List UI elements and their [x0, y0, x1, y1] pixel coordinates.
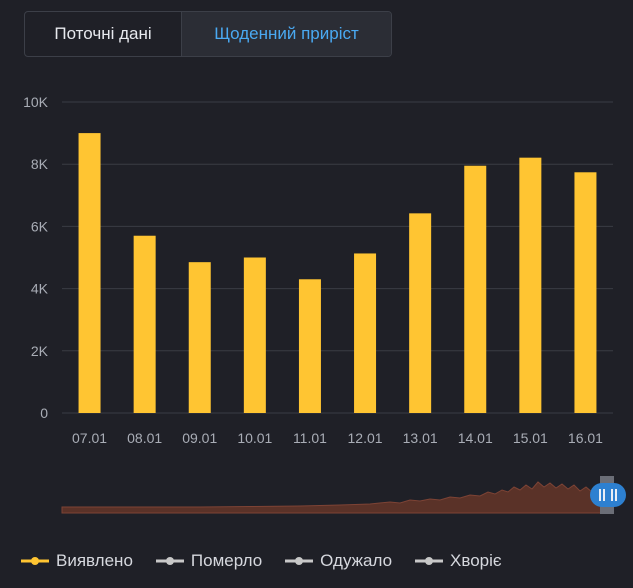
legend-item-died[interactable]: Померло: [155, 551, 262, 571]
y-tick-label: 2K: [31, 343, 49, 359]
chart-legend: Виявлено Померло Одужало Хворіє: [20, 549, 502, 573]
legend-label: Померло: [190, 551, 263, 570]
legend-label: Хворіє: [450, 551, 502, 570]
legend-item-sick[interactable]: Хворіє: [414, 551, 502, 571]
navigator-area: [61, 478, 607, 514]
grip-icon: [599, 489, 617, 501]
y-tick-label: 4K: [31, 281, 49, 297]
y-tick-label: 6K: [31, 218, 49, 234]
x-tick-label: 10.01: [237, 430, 272, 446]
legend-item-detected[interactable]: Виявлено: [20, 551, 133, 571]
y-tick-label: 8K: [31, 156, 49, 172]
bar[interactable]: [574, 172, 597, 413]
x-tick-label: 12.01: [348, 430, 383, 446]
range-navigator[interactable]: [0, 470, 633, 530]
view-tabs: Поточні дані Щоденний приріст: [24, 11, 392, 57]
line-marker-icon: [285, 557, 314, 565]
x-tick-label: 13.01: [403, 430, 438, 446]
bar[interactable]: [133, 235, 156, 413]
x-tick-label: 16.01: [568, 430, 603, 446]
bar[interactable]: [188, 262, 211, 413]
legend-item-recovered[interactable]: Одужало: [284, 551, 392, 571]
x-tick-label: 09.01: [182, 430, 217, 446]
bar[interactable]: [78, 133, 101, 413]
x-tick-label: 15.01: [513, 430, 548, 446]
line-marker-icon: [415, 557, 444, 565]
bar[interactable]: [409, 213, 432, 413]
x-tick-label: 11.01: [293, 430, 327, 446]
tab-daily-growth[interactable]: Щоденний приріст: [181, 12, 391, 56]
bar[interactable]: [354, 253, 377, 413]
x-tick-label: 08.01: [127, 430, 162, 446]
line-marker-icon: [21, 557, 49, 565]
daily-growth-chart: 0 2K 4K 6K 8K 10K 07.01 08.01 09.01 10.01 11.01 12.…: [23, 94, 613, 446]
x-tick-label: 07.01: [72, 430, 107, 446]
y-tick-label: 0: [40, 405, 48, 421]
x-tick-label: 14.01: [458, 430, 493, 446]
legend-label: Одужало: [320, 551, 393, 570]
bar[interactable]: [519, 157, 542, 413]
bar[interactable]: [464, 165, 487, 413]
navigator-handle[interactable]: [590, 483, 626, 507]
tab-current-data[interactable]: Поточні дані: [54, 24, 152, 43]
line-marker-icon: [155, 557, 184, 565]
y-tick-label: 10K: [23, 94, 49, 110]
legend-label: Виявлено: [56, 551, 133, 570]
bar[interactable]: [243, 257, 266, 414]
bar[interactable]: [298, 279, 321, 413]
